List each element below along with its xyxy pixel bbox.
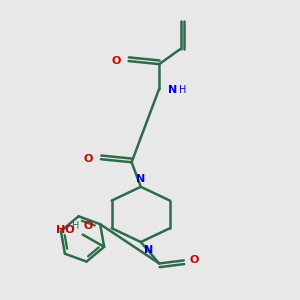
Text: N: N — [168, 85, 178, 95]
Text: N: N — [144, 245, 153, 255]
Text: H: H — [72, 221, 80, 232]
Text: O: O — [112, 56, 121, 66]
Text: O: O — [190, 255, 199, 266]
Text: N: N — [136, 174, 146, 184]
Text: HO: HO — [56, 225, 75, 235]
Text: O: O — [84, 154, 93, 164]
Text: H: H — [179, 85, 187, 95]
Text: O: O — [80, 221, 93, 232]
